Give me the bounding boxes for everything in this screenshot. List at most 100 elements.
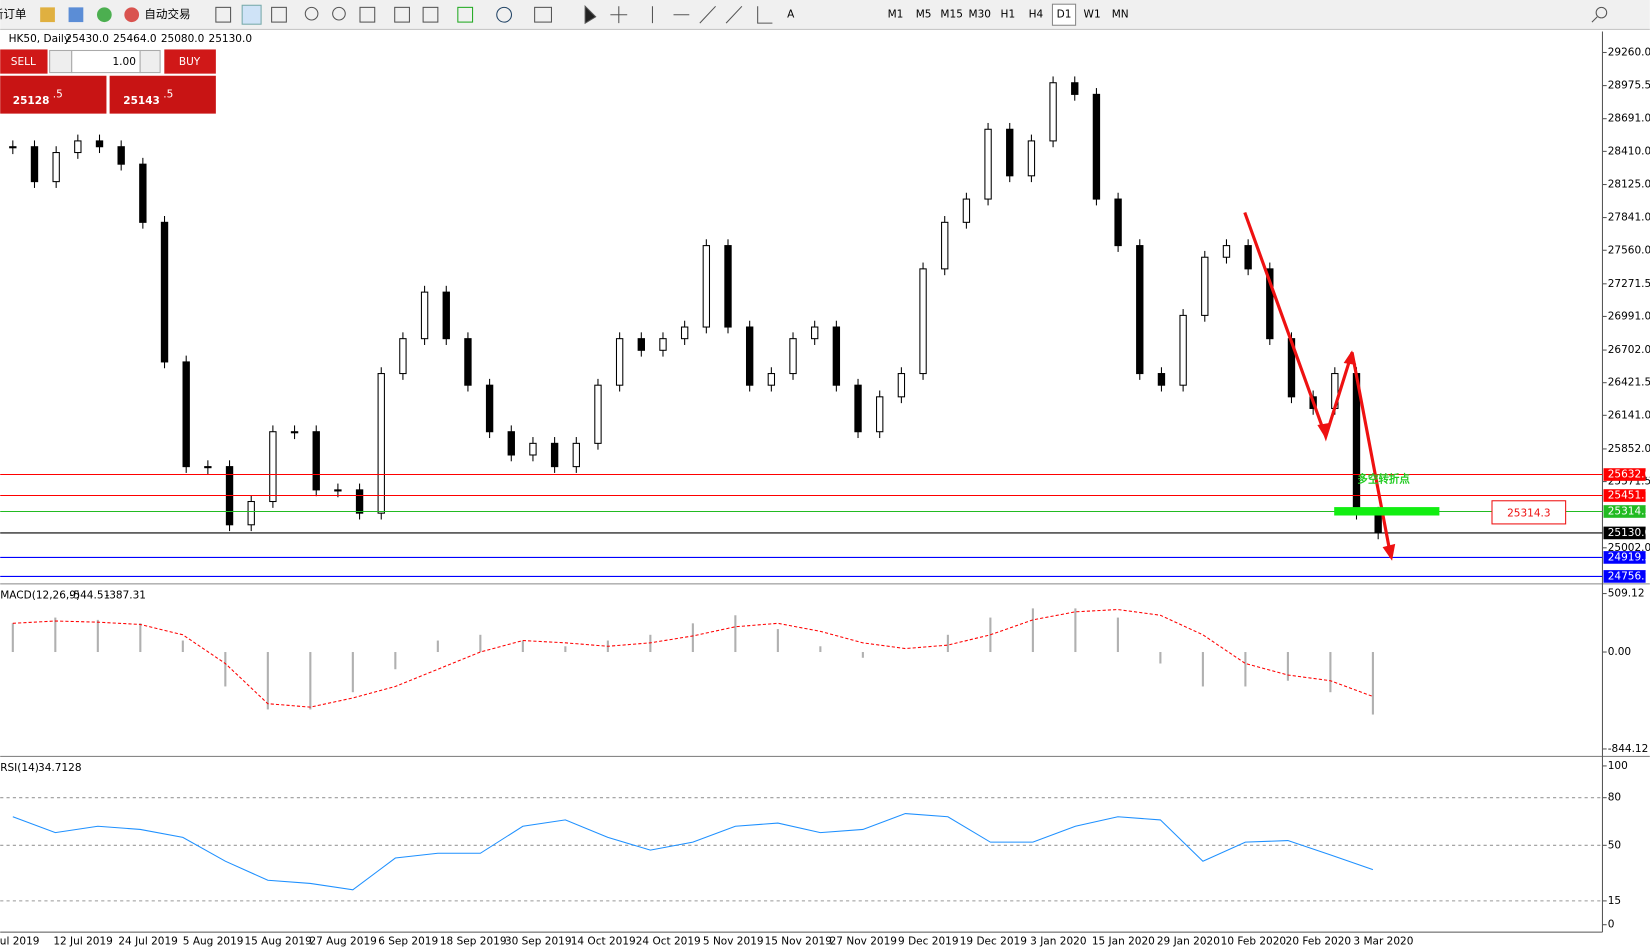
buy-label[interactable]: BUY — [179, 56, 201, 68]
timeframe[interactable]: MN — [1112, 9, 1129, 21]
volume-down[interactable] — [49, 49, 73, 74]
search-icon[interactable] — [1591, 16, 1598, 23]
icon[interactable] — [215, 6, 232, 23]
icon[interactable] — [422, 6, 439, 23]
icon[interactable] — [68, 7, 84, 23]
y-tick-label: 15 — [1608, 895, 1621, 907]
candle — [420, 291, 429, 340]
timeframe[interactable]: M30 — [969, 9, 991, 21]
timeframe[interactable]: M15 — [940, 9, 962, 21]
price-box — [1491, 500, 1567, 525]
candle — [767, 373, 776, 386]
buy-button[interactable] — [164, 49, 216, 74]
ohlc-value: 25464.0 — [113, 33, 157, 45]
x-tick-label: 3 Jan 2020 — [1030, 936, 1086, 948]
sell-button[interactable] — [0, 49, 48, 74]
plot-layer: 29260.0 28975.5 28691.0 28410.0 28125.0 27841… — [0, 47, 1650, 948]
y-tick-label: -844.12 — [1608, 743, 1649, 755]
price-box-text: 25314.3 — [1507, 507, 1551, 519]
timeframe[interactable]: M5 — [916, 9, 932, 21]
search-icon[interactable] — [1595, 6, 1608, 19]
icon[interactable] — [584, 5, 597, 25]
timeframes: M1 M5 M15 M30 H1 H4 D1 W1 MN — [888, 3, 1129, 26]
candle — [377, 373, 385, 514]
icon[interactable] — [757, 6, 773, 24]
auto-trading[interactable]: 自动交易 — [144, 7, 190, 21]
icon[interactable] — [304, 6, 319, 21]
ask-main[interactable]: 25143 — [123, 95, 160, 107]
candle — [204, 466, 212, 469]
candle — [1157, 373, 1166, 386]
ohlc: 25430.0 25464.0 25080.0 25130.0 — [65, 33, 252, 45]
text-tool[interactable]: A — [787, 9, 795, 21]
icon[interactable] — [40, 7, 55, 23]
candle — [1114, 198, 1122, 247]
signal-line — [12, 609, 1374, 708]
new-order[interactable]: 新订单 — [0, 7, 26, 21]
volume[interactable]: 1.00 — [112, 56, 135, 68]
icon[interactable] — [534, 6, 552, 23]
candle — [984, 128, 992, 200]
icon[interactable] — [651, 5, 743, 24]
y-tick-label: 25002.0 — [1608, 542, 1650, 554]
y-tick-label: 28975.5 — [1608, 80, 1650, 92]
candle — [789, 338, 797, 375]
candle — [615, 338, 624, 386]
icon[interactable] — [457, 6, 474, 23]
icon[interactable] — [241, 4, 262, 25]
x-tick-label: 10 Feb 2020 — [1221, 936, 1286, 948]
price-label-bg — [1603, 489, 1646, 502]
timeframe[interactable]: D1 — [1057, 9, 1072, 21]
bid-main[interactable]: 25128 — [13, 95, 50, 107]
y-tick-label: 0 — [1608, 919, 1615, 931]
y-tick-label: 50 — [1608, 839, 1621, 851]
candle — [507, 431, 515, 456]
candle — [334, 489, 342, 492]
indicator-value: -387.31 — [105, 589, 146, 601]
ohlc-value: 25130.0 — [209, 33, 253, 45]
candle — [680, 326, 689, 340]
price-label-bg — [1603, 505, 1646, 518]
icon[interactable] — [96, 7, 112, 23]
bid-frac[interactable]: .5 — [53, 89, 63, 101]
candle — [1027, 140, 1036, 177]
candle — [1092, 93, 1101, 200]
icon[interactable] — [271, 6, 287, 23]
timeframe[interactable]: M1 — [888, 9, 904, 21]
sell-label[interactable]: SELL — [11, 56, 36, 68]
x-tick-label: 29 Jan 2020 — [1157, 936, 1220, 948]
icon[interactable] — [394, 6, 410, 23]
ask-frac[interactable]: .5 — [163, 89, 173, 101]
candle — [464, 338, 472, 386]
x-tick-label: 5 Aug 2019 — [183, 936, 244, 948]
icon[interactable] — [359, 6, 376, 23]
volume-up[interactable] — [139, 49, 161, 74]
candle — [1266, 268, 1274, 340]
y-tick-label: 27560.0 — [1608, 244, 1650, 256]
tool-icons — [215, 4, 1608, 25]
ohlc-value: 25430.0 — [65, 33, 109, 45]
bid-box[interactable] — [0, 75, 107, 114]
candle — [1049, 82, 1057, 142]
x-tick-label: 24 Jul 2019 — [118, 936, 178, 948]
timeframe[interactable]: H1 — [1001, 9, 1016, 21]
icon[interactable] — [332, 6, 346, 21]
candle — [117, 146, 125, 165]
drawings: 25314.3 多空转折点 — [1243, 211, 1567, 561]
icon[interactable] — [610, 6, 628, 24]
ask-box[interactable] — [109, 75, 216, 114]
price-label-bg — [1603, 526, 1646, 540]
candle — [529, 442, 537, 456]
x-tick-label: 27 Aug 2019 — [309, 936, 376, 948]
timeframe[interactable]: H4 — [1029, 9, 1044, 21]
timeframe[interactable]: W1 — [1084, 9, 1101, 21]
y-tick-label: 27841.0 — [1608, 212, 1650, 224]
candle — [1222, 245, 1231, 258]
candle — [637, 338, 645, 351]
candle — [876, 396, 884, 433]
icon[interactable] — [496, 6, 513, 23]
icon[interactable] — [124, 7, 140, 23]
candle — [724, 245, 732, 328]
price-label: 25130.0 — [1608, 527, 1650, 539]
annotation: 多空转折点 — [1357, 473, 1410, 486]
